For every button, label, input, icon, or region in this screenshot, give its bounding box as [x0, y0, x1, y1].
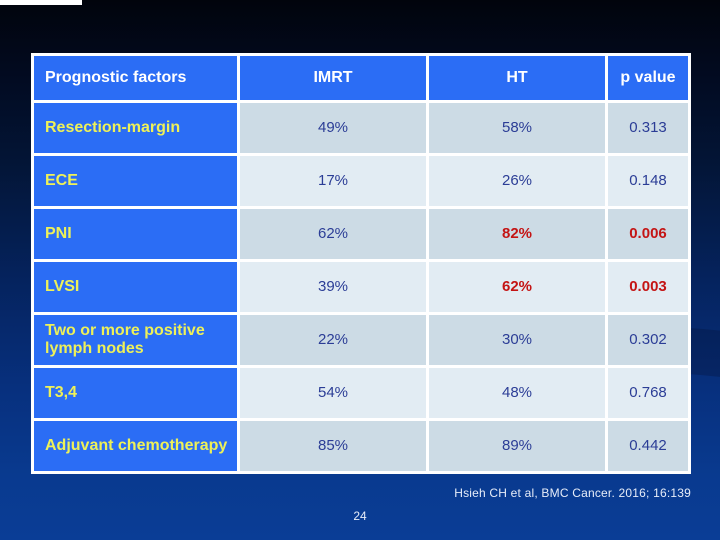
value-ht: 82% — [429, 209, 605, 259]
value-imrt: 22% — [240, 315, 426, 365]
value-pvalue: 0.003 — [608, 262, 688, 312]
factor-label: Adjuvant chemotherapy — [34, 421, 237, 471]
header-pvalue: p value — [608, 56, 688, 100]
value-ht: 89% — [429, 421, 605, 471]
factor-label: PNI — [34, 209, 237, 259]
citation: Hsieh CH et al, BMC Cancer. 2016; 16:139 — [454, 486, 691, 500]
value-pvalue: 0.768 — [608, 368, 688, 418]
factor-label: Two or more positive lymph nodes — [34, 315, 237, 365]
value-imrt: 85% — [240, 421, 426, 471]
value-ht: 58% — [429, 103, 605, 153]
value-imrt: 17% — [240, 156, 426, 206]
value-imrt: 54% — [240, 368, 426, 418]
prognostic-factors-table: Prognostic factors IMRT HT p value Resection… — [31, 53, 691, 474]
value-imrt: 39% — [240, 262, 426, 312]
value-ht: 30% — [429, 315, 605, 365]
value-ht: 62% — [429, 262, 605, 312]
factor-label: Resection-margin — [34, 103, 237, 153]
header-imrt: IMRT — [240, 56, 426, 100]
value-imrt: 62% — [240, 209, 426, 259]
value-pvalue: 0.006 — [608, 209, 688, 259]
value-pvalue: 0.302 — [608, 315, 688, 365]
page-number: 24 — [353, 509, 367, 523]
value-pvalue: 0.442 — [608, 421, 688, 471]
value-pvalue: 0.313 — [608, 103, 688, 153]
value-pvalue: 0.148 — [608, 156, 688, 206]
factor-label: LVSI — [34, 262, 237, 312]
value-imrt: 49% — [240, 103, 426, 153]
factor-label: ECE — [34, 156, 237, 206]
value-ht: 48% — [429, 368, 605, 418]
header-factors: Prognostic factors — [34, 56, 237, 100]
value-ht: 26% — [429, 156, 605, 206]
header-ht: HT — [429, 56, 605, 100]
top-left-marker — [0, 0, 82, 5]
factor-label: T3,4 — [34, 368, 237, 418]
